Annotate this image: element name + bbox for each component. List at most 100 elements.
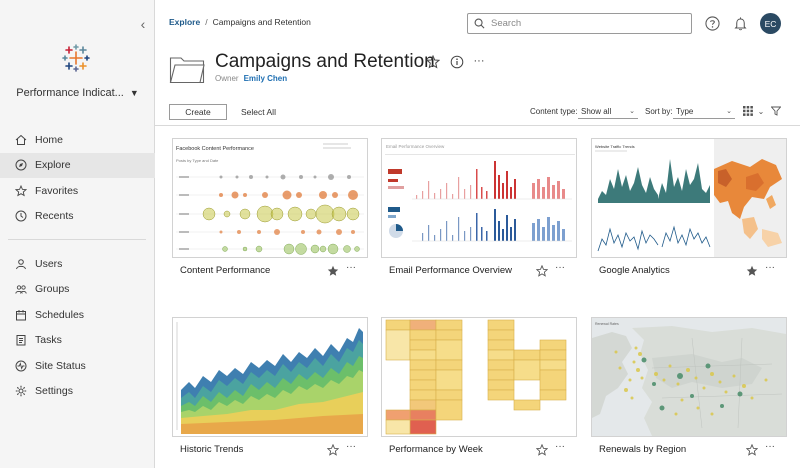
nav-item-tasks[interactable]: Tasks [0,328,155,354]
owner-name-link[interactable]: Emily Chen [243,74,288,83]
tableau-logo [62,44,90,72]
nav-label-groups: Groups [35,283,70,296]
nav-label-explore: Explore [35,159,71,172]
favorite-star-icon[interactable] [327,444,339,456]
nav-item-groups[interactable]: Groups [0,277,155,303]
nav-item-settings[interactable]: Settings [0,379,155,405]
view-options-chevron-icon[interactable]: ⌄ [757,106,765,116]
select-all-button[interactable]: Select All [241,107,276,117]
nav-divider [8,239,146,240]
breadcrumb-separator: / [205,17,208,27]
nav-item-explore[interactable]: Explore [0,152,155,178]
admin-nav: Users Groups Schedules Tasks [0,251,155,404]
primary-nav: Home Explore Favorites Recents [0,127,155,229]
favorite-star-icon[interactable] [536,444,548,456]
chevron-down-icon: ⌄ [726,108,732,115]
compass-icon [15,159,27,171]
grid-view-icon[interactable] [742,105,754,117]
breadcrumb-current: Campaigns and Retention [212,17,311,27]
page-title: Campaigns and Retention [215,51,435,72]
stacked-area-thumbnail [176,322,363,434]
owner-label: Owner [215,74,239,83]
workbook-thumbnail[interactable]: Website Traffic Trends [591,138,787,258]
workbook-title[interactable]: Renewals by Region [599,444,687,455]
nav-label-favorites: Favorites [35,184,79,197]
thumb-heading: Renewal Rates [595,322,619,326]
nav-label-recents: Recents [35,210,74,223]
owner-info: Owner Emily Chen [215,74,287,83]
search-input[interactable] [491,18,681,29]
sidebar: ‹ Performance Indicat... ▼ [0,0,155,468]
nav-item-favorites[interactable]: Favorites [0,178,155,204]
workbook-title[interactable]: Performance by Week [389,444,483,455]
workbook-thumbnail[interactable] [172,317,368,437]
more-actions-icon[interactable]: ··· [555,262,565,273]
more-actions-icon[interactable]: ··· [765,262,775,273]
info-icon[interactable] [450,55,464,69]
breadcrumb-explore-link[interactable]: Explore [169,17,201,27]
nav-item-recents[interactable]: Recents [0,204,155,230]
nav-label-users: Users [35,257,63,270]
nav-label-schedules: Schedules [35,308,85,321]
user-avatar[interactable]: EC [760,13,781,34]
filter-icon[interactable] [770,105,782,117]
nav-label-site-status: Site Status [35,359,86,372]
more-actions-icon[interactable]: ··· [346,262,356,273]
workbook-thumbnail[interactable]: Facebook Content Performance Posts by Ty… [172,138,368,258]
bar-chart-thumbnail: Email Performance Overview [385,144,575,242]
user-icon [15,258,27,270]
more-actions-icon[interactable]: ··· [473,55,485,67]
create-button[interactable]: Create [169,104,227,120]
nav-item-home[interactable]: Home [0,127,155,153]
content-toolbar: Create Select All Content type: Show all… [155,100,800,126]
workbook-title[interactable]: Content Performance [180,265,271,276]
more-actions-icon[interactable]: ··· [555,441,565,452]
favorite-star-icon[interactable] [746,444,758,456]
gear-icon [15,385,27,397]
map-thumbnail: Renewal Rates [592,318,786,436]
pulse-icon [15,360,27,372]
workbook-title[interactable]: Email Performance Overview [389,265,513,276]
breadcrumb: Explore / Campaigns and Retention [169,17,311,27]
workbook-thumbnail[interactable] [381,317,577,437]
favorite-star-icon[interactable] [426,55,440,69]
help-icon[interactable] [704,15,720,31]
nav-item-users[interactable]: Users [0,251,155,277]
tasks-icon [15,334,27,346]
site-selector[interactable]: Performance Indicat... ▼ [0,84,155,102]
star-icon [15,184,27,197]
sort-value: Type [676,106,694,116]
sort-label: Sort by: [645,107,673,116]
sort-select[interactable]: Type ⌄ [673,104,735,119]
chevron-down-icon: ⌄ [629,108,635,115]
search-box[interactable] [467,13,692,34]
thumb-heading: Email Performance Overview [386,144,445,149]
line-map-thumbnail: Website Traffic Trends [595,139,786,257]
nav-item-schedules[interactable]: Schedules [0,302,155,328]
nav-label-home: Home [35,133,64,146]
nav-item-site-status[interactable]: Site Status [0,353,155,379]
search-icon [474,18,485,29]
workbook-title[interactable]: Historic Trends [180,444,244,455]
more-actions-icon[interactable]: ··· [765,441,775,452]
calendar-icon [15,309,27,321]
workbook-title[interactable]: Google Analytics [599,265,670,276]
favorite-star-filled-icon[interactable] [746,265,758,277]
users-icon [15,283,27,295]
collapse-sidebar-icon[interactable]: ‹ [140,16,146,32]
workbook-thumbnail[interactable]: Email Performance Overview [381,138,577,258]
favorite-star-filled-icon[interactable] [327,265,339,277]
content-type-select[interactable]: Show all ⌄ [578,104,638,119]
nav-label-settings: Settings [35,385,73,398]
favorite-star-icon[interactable] [536,265,548,277]
folder-icon [169,57,205,84]
workbook-thumbnail[interactable]: Renewal Rates [591,317,787,437]
bubble-chart-thumbnail: Facebook Content Performance Posts by Ty… [176,143,364,255]
thumb-heading: Facebook Content Performance [176,146,254,152]
more-actions-icon[interactable]: ··· [346,441,356,452]
notifications-bell-icon[interactable] [732,15,748,31]
content-type-label: Content type: [530,107,578,116]
home-icon [15,134,27,146]
thumb-subheading: Posts by Type and Date [176,158,219,163]
